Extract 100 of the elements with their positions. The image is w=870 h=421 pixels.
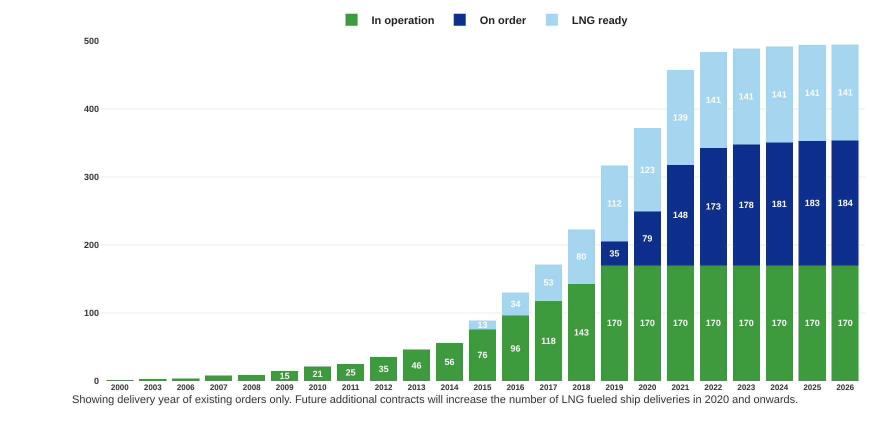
data-label: 170: [738, 318, 754, 328]
x-tick-label: 2006: [176, 383, 196, 392]
bar: [370, 357, 398, 381]
data-label: 181: [772, 198, 787, 209]
x-tick-label: 2026: [836, 383, 855, 392]
bar: [468, 329, 496, 381]
data-label: 53: [543, 278, 554, 288]
x-tick-label: 2022: [704, 383, 723, 392]
bar: [666, 265, 694, 381]
bar: [832, 44, 859, 140]
data-label: 112: [607, 198, 622, 209]
bar: [634, 128, 661, 212]
x-tick-label: 2020: [638, 383, 657, 392]
bar: [798, 140, 826, 266]
data-label: 118: [541, 336, 556, 346]
legend-label: In operation: [372, 14, 435, 27]
y-tick-label: 200: [84, 240, 99, 250]
data-label: 148: [672, 210, 688, 220]
x-tick-label: 2003: [144, 383, 162, 392]
x-tick-label: 2014: [440, 383, 459, 392]
bar: [732, 48, 760, 144]
bar: [600, 165, 628, 242]
bar: [666, 70, 694, 165]
bar: [568, 284, 595, 381]
x-tick-label: 2000: [110, 383, 130, 392]
data-label: 76: [477, 350, 488, 360]
bar: [534, 264, 562, 301]
bar: [172, 378, 200, 381]
bar: [666, 164, 694, 266]
x-tick-label: 2021: [671, 383, 690, 392]
data-label: 170: [838, 318, 853, 328]
data-label: 46: [412, 360, 422, 370]
data-label: 141: [772, 89, 787, 100]
data-label: 183: [804, 198, 820, 208]
data-label: 35: [609, 248, 620, 258]
data-label: 170: [772, 318, 787, 328]
legend-label: On order: [480, 14, 527, 27]
data-label: 141: [838, 87, 853, 98]
bar: [600, 265, 628, 381]
data-label: 170: [672, 318, 688, 328]
data-label: 21: [312, 368, 323, 379]
legend-label: LNG ready: [572, 14, 628, 27]
bar: [700, 265, 727, 381]
bar: [766, 142, 793, 266]
data-label: 141: [738, 91, 754, 102]
data-label: 96: [510, 343, 520, 354]
data-label: 184: [838, 198, 853, 208]
data-label: 170: [804, 318, 820, 328]
data-label: 123: [640, 164, 655, 175]
x-tick-label: 2009: [276, 383, 294, 392]
data-label: 13: [477, 320, 488, 330]
data-label: 139: [672, 112, 688, 122]
y-tick-label: 100: [84, 308, 99, 318]
data-label: 178: [738, 200, 754, 210]
x-tick-label: 2008: [242, 383, 262, 392]
data-label: 80: [576, 252, 586, 262]
y-tick-label: 0: [94, 376, 99, 386]
bar: [832, 265, 859, 381]
bar: [634, 265, 661, 381]
x-tick-label: 2019: [606, 383, 624, 392]
data-label: 25: [346, 368, 356, 378]
data-label: 15: [280, 370, 290, 381]
x-tick-label: 2010: [308, 383, 328, 392]
bar: [766, 46, 793, 142]
data-label: 35: [378, 364, 389, 374]
text: Showing delivery year of existing orders only. Future additional contracts will increase the number of LNG fueled ship deliveries in 2020 and onwards.: [72, 394, 798, 406]
bar: [700, 148, 727, 266]
bar: [304, 366, 332, 381]
bar: [732, 265, 760, 381]
bar: [700, 52, 727, 148]
bar: [832, 140, 859, 266]
x-tick-label: 2012: [374, 383, 394, 392]
bar: [766, 265, 793, 381]
y-tick-label: 500: [84, 36, 99, 46]
data-label: 79: [642, 234, 652, 244]
data-label: 170: [640, 318, 655, 328]
data-label: 170: [706, 318, 721, 328]
bar: [568, 229, 595, 284]
x-tick-label: 2023: [737, 383, 756, 392]
data-label: 173: [706, 202, 721, 212]
data-label: 170: [606, 318, 622, 328]
x-tick-label: 2018: [572, 383, 591, 392]
x-tick-label: 2015: [474, 383, 492, 392]
data-label: 143: [574, 327, 589, 338]
bar: [534, 300, 562, 381]
x-tick-label: 2007: [210, 383, 228, 392]
bar: [798, 45, 826, 141]
bar: [798, 265, 826, 381]
x-tick-label: 2024: [770, 383, 789, 392]
bar: [238, 374, 266, 381]
bar: [337, 364, 364, 381]
bar: [205, 376, 232, 381]
bar: [732, 144, 760, 266]
data-label: 141: [706, 94, 721, 105]
bar: [403, 350, 430, 381]
x-tick-label: 2016: [506, 383, 525, 392]
bar: [502, 316, 529, 381]
bar: [600, 242, 628, 266]
x-tick-label: 2011: [342, 383, 360, 392]
x-tick-label: 2025: [803, 383, 822, 392]
